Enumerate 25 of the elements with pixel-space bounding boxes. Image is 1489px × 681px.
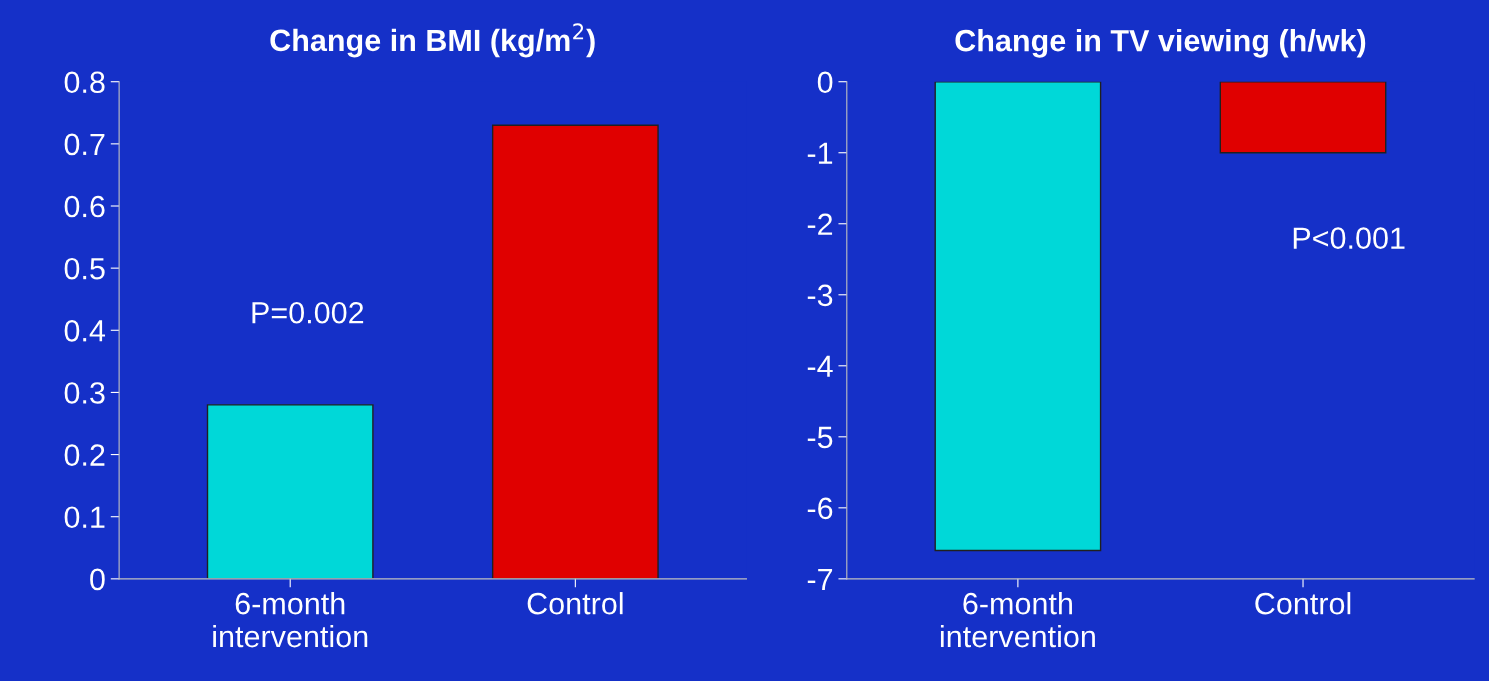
annotation: P=0.002: [252, 301, 364, 324]
y-tick-label: 0: [817, 71, 833, 94]
y-tick-label: -3: [807, 284, 833, 307]
y-tick-label: 0: [90, 568, 105, 591]
y-tick-label: 0.8: [64, 71, 105, 94]
y-tick-label: -4: [807, 355, 833, 377]
y-tick-label: 0.5: [64, 257, 105, 280]
y-tick-label: -2: [807, 213, 833, 235]
y-tick-label: 0.1: [64, 506, 105, 529]
chart-title: Change in TV viewing (h/wk): [955, 29, 1366, 58]
y-tick-label: -1: [807, 142, 833, 164]
x-tick-label: Control: [1255, 592, 1351, 615]
chart-title: Change in BMI (kg/m$^{2}$): [270, 23, 595, 58]
y-tick-label: 0.4: [64, 320, 106, 342]
y-tick-label: -6: [807, 497, 833, 520]
x-tick-label: 6-month intervention: [940, 592, 1095, 648]
y-tick-label: -5: [807, 426, 833, 449]
y-tick-label: 0.6: [64, 195, 105, 218]
x-tick-label: Control: [527, 592, 623, 615]
y-tick-label: 0.2: [64, 444, 105, 466]
y-tick-label: 0.3: [64, 382, 105, 404]
x-tick-label: 6-month intervention: [213, 592, 368, 648]
annotation: P<0.001: [1293, 227, 1405, 249]
y-tick-label: -7: [807, 568, 833, 590]
y-tick-label: 0.7: [64, 133, 105, 156]
